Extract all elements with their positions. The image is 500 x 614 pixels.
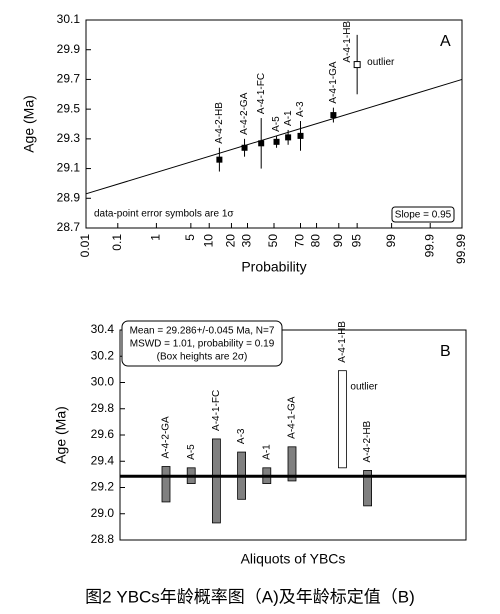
y-tick-label: 29.0	[91, 506, 115, 520]
category-label: A-4-1-FC	[211, 390, 222, 431]
x-tick-label: 5	[183, 234, 197, 241]
slope-box	[391, 206, 455, 223]
x-tick-label: 90	[331, 234, 345, 248]
y-axis-label: Age (Ma)	[21, 95, 37, 153]
point-label: A-4-2-GA	[239, 92, 250, 135]
panel-label: B	[440, 343, 451, 360]
x-tick-label: 20	[224, 234, 238, 248]
category-label: A-1	[261, 444, 272, 460]
point	[273, 138, 280, 145]
fit-line	[85, 78, 463, 195]
panel-label: A	[440, 33, 451, 50]
box	[211, 438, 221, 524]
point	[258, 140, 265, 147]
x-axis-label: Aliquots of YBCs	[241, 551, 346, 567]
x-tick-label: 99	[384, 234, 398, 248]
y-tick-label: 30.2	[91, 348, 115, 362]
y-tick-label: 29.4	[91, 453, 115, 467]
slope-label: Slope = 0.95	[395, 210, 452, 221]
y-tick-label: 30.1	[57, 12, 81, 26]
y-tick-label: 29.7	[57, 72, 81, 86]
x-tick-label: 95	[349, 234, 363, 248]
x-axis-label: Probability	[241, 259, 306, 275]
point	[216, 156, 223, 163]
category-label: A-4-2-HB	[362, 420, 373, 462]
x-tick-label: 50	[266, 234, 280, 248]
x-tick-label: 1	[149, 234, 163, 241]
point	[241, 144, 248, 151]
point-label: A-5	[271, 116, 282, 132]
point	[330, 112, 337, 119]
y-tick-label: 28.7	[57, 220, 81, 234]
point-label: A-4-1-FC	[256, 73, 267, 114]
x-tick-label: 70	[293, 234, 307, 248]
y-tick-label: 29.2	[91, 480, 115, 494]
y-tick-label: 29.3	[57, 131, 81, 145]
x-tick-label: 0.01	[78, 234, 92, 258]
outlier-text: outlier	[350, 381, 378, 392]
y-tick-label: 29.1	[57, 161, 81, 175]
category-label: A-3	[236, 428, 247, 444]
x-tick-label: 80	[309, 234, 323, 248]
box	[337, 370, 347, 469]
y-tick-label: 29.8	[91, 401, 115, 415]
caption: 图2 YBCs年龄概率图（A)及年龄标定值（B)	[85, 587, 415, 606]
note: data-point error symbols are 1σ	[94, 209, 234, 220]
category-label: A-4-1-HB	[337, 321, 348, 363]
x-tick-label: 99.9	[422, 234, 436, 258]
point-label: A-4-2-HB	[214, 102, 225, 144]
y-tick-label: 28.8	[91, 532, 115, 546]
y-tick-label: 29.6	[91, 427, 115, 441]
y-axis-label: Age (Ma)	[53, 406, 69, 464]
category-label: A-4-1-GA	[287, 396, 298, 439]
category-label: A-4-2-GA	[161, 416, 172, 459]
point-label: A-3	[295, 101, 306, 117]
y-tick-label: 29.5	[57, 101, 81, 115]
stats-text: MSWD = 1.01, probability = 0.19	[130, 339, 275, 350]
x-tick-label: 0.1	[110, 234, 124, 251]
box	[161, 466, 171, 503]
outlier-point	[353, 61, 361, 69]
point-label: A-4-1-GA	[328, 61, 339, 104]
box	[363, 470, 373, 507]
stats-box	[121, 320, 283, 367]
box	[287, 446, 297, 482]
category-label: A-5	[186, 444, 197, 460]
point-label: A-4-1-HB	[342, 21, 353, 63]
x-tick-label: 10	[201, 234, 215, 248]
y-tick-label: 29.9	[57, 42, 81, 56]
y-tick-label: 28.9	[57, 190, 81, 204]
x-tick-label: 99.99	[454, 234, 468, 264]
y-tick-label: 30.0	[91, 375, 115, 389]
outlier-text: outlier	[367, 57, 395, 68]
point	[297, 132, 304, 139]
point-label: A-1	[283, 110, 294, 126]
x-tick-label: 30	[240, 234, 254, 248]
stats-text: Mean = 29.286+/-0.045 Ma, N=7	[130, 326, 275, 337]
point	[285, 134, 292, 141]
y-tick-label: 30.4	[91, 322, 115, 336]
stats-text: (Box heights are 2σ)	[157, 352, 248, 363]
